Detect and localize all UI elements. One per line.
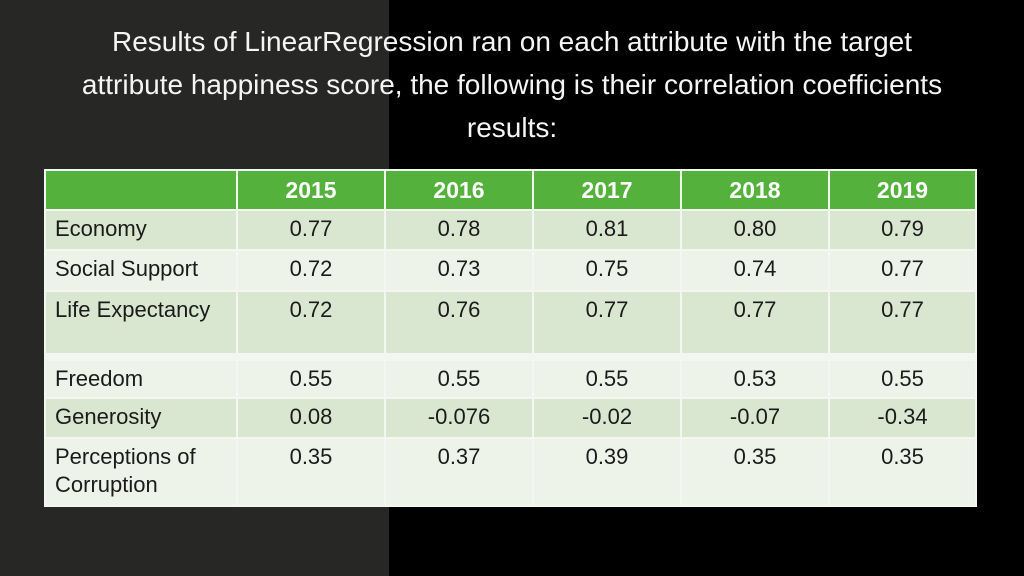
column-header-2016: 2016 [384, 169, 534, 211]
row-label: Social Support [44, 249, 238, 292]
value-cell: 0.55 [384, 359, 534, 399]
value-cell: -0.07 [680, 397, 830, 439]
value-cell: 0.35 [236, 437, 386, 507]
title-line: Results of LinearRegression ran on each … [111, 26, 912, 57]
title-line: results: [466, 112, 558, 143]
value-cell: 0.55 [532, 359, 682, 399]
table-row: Freedom 0.55 0.55 0.55 0.53 0.55 [44, 359, 977, 399]
table-row: Life Expectancy 0.72 0.76 0.77 0.77 0.77 [44, 290, 977, 355]
spacer-cell [532, 354, 682, 360]
value-cell: 0.76 [384, 290, 534, 355]
row-label: Generosity [44, 397, 238, 439]
value-cell: 0.77 [532, 290, 682, 355]
column-header-2017: 2017 [532, 169, 682, 211]
value-cell: 0.80 [680, 209, 830, 251]
value-cell: 0.55 [828, 359, 977, 399]
value-cell: 0.77 [828, 290, 977, 355]
row-label: Life Expectancy [44, 290, 238, 355]
spacer-cell [828, 354, 977, 360]
value-cell: -0.34 [828, 397, 977, 439]
value-cell: -0.076 [384, 397, 534, 439]
value-cell: 0.79 [828, 209, 977, 251]
spacer-row [44, 354, 977, 360]
column-header-2015: 2015 [236, 169, 386, 211]
slide-title: Results of LinearRegression ran on each … [0, 20, 1024, 149]
row-label: Perceptions of Corruption [44, 437, 238, 507]
value-cell: 0.75 [532, 249, 682, 292]
value-cell: 0.37 [384, 437, 534, 507]
value-cell: 0.78 [384, 209, 534, 251]
value-cell: 0.74 [680, 249, 830, 292]
value-cell: 0.53 [680, 359, 830, 399]
value-cell: 0.72 [236, 249, 386, 292]
value-cell: 0.55 [236, 359, 386, 399]
spacer-cell [680, 354, 830, 360]
correlation-table: 2015 2016 2017 2018 2019 Economy 0.77 0.78 0.81… [44, 169, 977, 507]
table-row: Generosity 0.08 -0.076 -0.02 -0.07 -0.34 [44, 397, 977, 439]
table-row: Social Support 0.72 0.73 0.75 0.74 0.77 [44, 249, 977, 292]
value-cell: 0.77 [236, 209, 386, 251]
spacer-cell [44, 354, 238, 360]
value-cell: 0.35 [828, 437, 977, 507]
value-cell: 0.35 [680, 437, 830, 507]
row-label: Freedom [44, 359, 238, 399]
value-cell: 0.72 [236, 290, 386, 355]
value-cell: 0.73 [384, 249, 534, 292]
value-cell: 0.39 [532, 437, 682, 507]
value-cell: 0.81 [532, 209, 682, 251]
column-header-2018: 2018 [680, 169, 830, 211]
value-cell: 0.77 [828, 249, 977, 292]
value-cell: 0.08 [236, 397, 386, 439]
value-cell: 0.77 [680, 290, 830, 355]
table-row: Perceptions of Corruption 0.35 0.37 0.39 0.3… [44, 437, 977, 507]
column-header-2019: 2019 [828, 169, 977, 211]
row-label: Economy [44, 209, 238, 251]
table-header-row: 2015 2016 2017 2018 2019 [44, 169, 977, 211]
spacer-cell [236, 354, 386, 360]
table-row: Economy 0.77 0.78 0.81 0.80 0.79 [44, 209, 977, 251]
spacer-cell [384, 354, 534, 360]
title-line: attribute happiness score, the following… [81, 69, 943, 100]
corner-header-cell [44, 169, 238, 211]
value-cell: -0.02 [532, 397, 682, 439]
